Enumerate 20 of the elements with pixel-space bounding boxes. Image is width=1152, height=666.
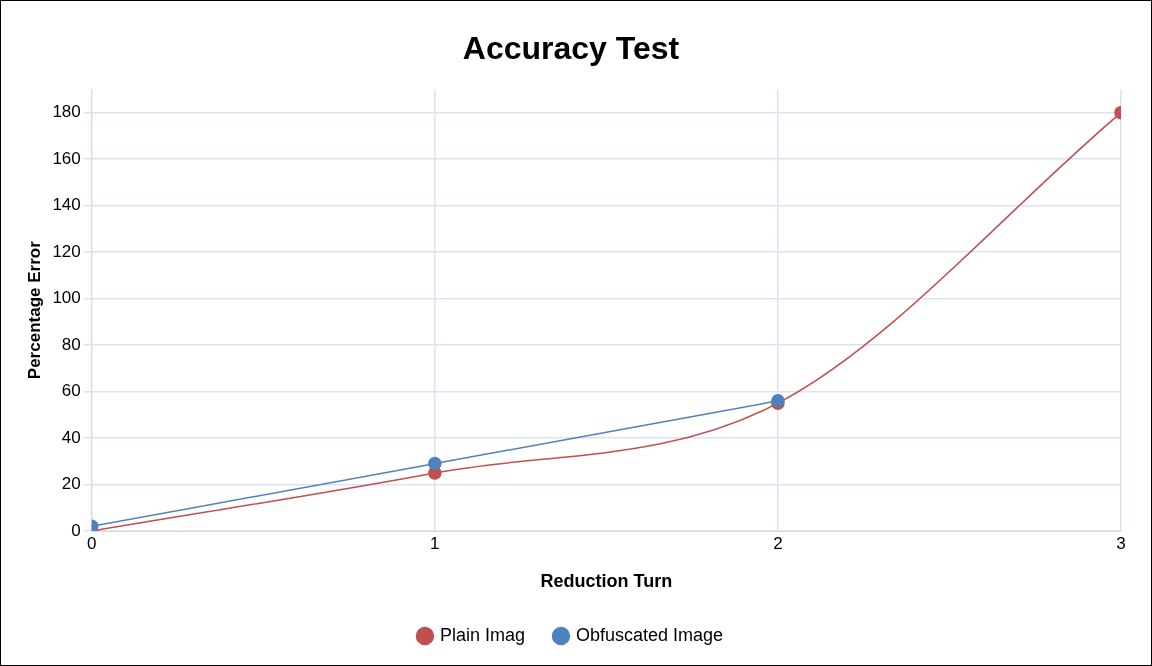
chart-title: Accuracy Test [462,30,680,67]
y-tick-label: 180 [52,102,81,122]
point [428,456,442,471]
legend-label: Obfuscated Image [575,624,724,645]
x-axis-title: Reduction Turn [540,571,673,592]
y-axis-title: Percentage Error [24,240,44,380]
y-tick-label: 40 [61,427,81,447]
y-tick-label: 120 [52,241,81,261]
x-tick-label: 1 [430,533,440,553]
x-tick-label: 2 [773,533,783,553]
y-tick-label: 20 [61,474,81,494]
x-tick-label: 3 [1116,533,1126,553]
y-tick-label: 160 [52,148,81,168]
y-tick-label: 80 [61,334,81,354]
legend-label: Plain Imag [439,624,525,645]
y-tick-label: 100 [52,288,81,308]
y-tick-label: 60 [61,381,81,401]
y-tick-label: 0 [71,520,81,540]
x-tick-label: 0 [87,533,97,553]
y-tick-label: 140 [52,195,81,215]
